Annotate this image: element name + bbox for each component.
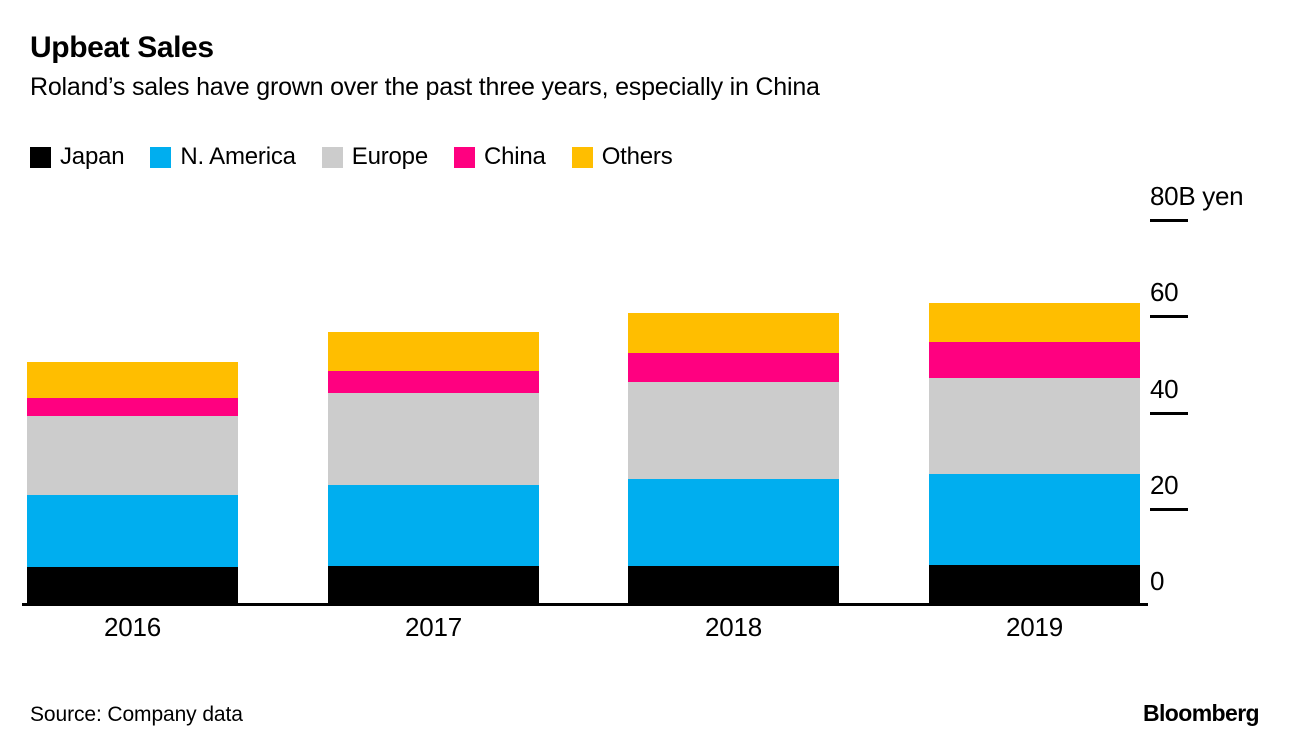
bar-2018[interactable] [628, 313, 839, 605]
legend-swatch-icon [150, 146, 172, 168]
chart-legend: Japan N. America Europe China Others [30, 145, 673, 169]
y-axis-tick: 40 [1150, 376, 1188, 415]
bar-segment-japan[interactable] [929, 564, 1140, 605]
bar-segment-china[interactable] [27, 397, 238, 416]
page-title: Upbeat Sales [30, 31, 214, 64]
legend-swatch-icon [321, 146, 343, 168]
x-axis-tick-label: 2017 [404, 612, 463, 642]
y-axis: 80B yen 60 40 20 0 [1150, 0, 1289, 640]
chart-plot-area: 80B yen 60 40 20 0 2016 2017 2018 2019 [22, 0, 1289, 642]
legend-item[interactable]: Japan [30, 143, 125, 170]
bar-segment-europe[interactable] [628, 382, 839, 480]
bar-segment-others[interactable] [929, 303, 1140, 342]
bar-segment-china[interactable] [628, 352, 839, 383]
legend-label: Japan [60, 143, 125, 170]
bar-segment-europe[interactable] [27, 415, 238, 495]
y-axis-tick-label: 80B yen [1150, 181, 1244, 211]
bar-2019[interactable] [929, 303, 1140, 605]
x-axis-tick-label: 2016 [103, 612, 162, 642]
legend-label: N. America [180, 143, 296, 170]
bar-segment-europe[interactable] [328, 393, 539, 485]
bar-segment-others[interactable] [628, 313, 839, 353]
y-axis-tick: 20 [1150, 472, 1188, 511]
y-axis-tick-label: 0 [1150, 566, 1165, 596]
bar-segment-others[interactable] [328, 331, 539, 372]
y-axis-tick: 80B yen [1150, 181, 1244, 222]
legend-label: Europe [351, 143, 428, 170]
x-axis-baseline [22, 603, 1148, 606]
y-axis-tick-mark [1150, 507, 1188, 511]
bar-segment-japan[interactable] [27, 566, 238, 605]
bar-segment-others[interactable] [27, 361, 238, 398]
legend-swatch-icon [453, 146, 475, 168]
bar-segment-n-america[interactable] [929, 473, 1140, 565]
bar-segment-china[interactable] [328, 371, 539, 394]
bar-segment-n-america[interactable] [328, 484, 539, 566]
legend-item[interactable]: Others [571, 143, 673, 170]
bar-segment-china[interactable] [929, 341, 1140, 379]
bar-2016[interactable] [27, 361, 238, 605]
legend-item[interactable]: N. America [150, 143, 296, 170]
legend-swatch-icon [30, 146, 51, 168]
y-axis-tick-label: 40 [1150, 373, 1179, 404]
chart-footer: Source: Company data Bloomberg [30, 700, 1260, 727]
y-axis-tick-label: 20 [1150, 469, 1179, 500]
page-subtitle: Roland’s sales have grown over the past … [30, 73, 820, 101]
bar-segment-japan[interactable] [328, 565, 539, 605]
bar-segment-n-america[interactable] [27, 494, 238, 567]
source-note: Source: Company data [30, 703, 243, 726]
bloomberg-logo: Bloomberg [1143, 700, 1260, 726]
y-axis-tick-mark [1150, 411, 1188, 415]
bar-2017[interactable] [328, 331, 539, 605]
y-axis-tick-mark [1150, 219, 1188, 222]
y-axis-tick-mark [1150, 315, 1188, 319]
x-axis-tick-label: 2018 [704, 612, 763, 642]
y-axis-tick-label: 60 [1150, 277, 1179, 308]
bar-segment-europe[interactable] [929, 378, 1140, 474]
x-axis: 2016 2017 2018 2019 [0, 612, 1160, 662]
y-axis-tick: 60 [1150, 277, 1188, 319]
y-axis-tick: 0 [1150, 568, 1188, 607]
legend-swatch-icon [571, 146, 593, 168]
bar-segment-n-america[interactable] [628, 479, 839, 566]
legend-label: Others [601, 143, 673, 170]
x-axis-tick-label: 2019 [1005, 612, 1064, 642]
bar-segment-japan[interactable] [628, 565, 839, 605]
legend-item[interactable]: China [453, 143, 546, 170]
legend-label: China [483, 143, 546, 170]
legend-item[interactable]: Europe [321, 143, 428, 170]
chart-header: Upbeat Sales Roland’s sales have grown o… [30, 30, 1259, 103]
